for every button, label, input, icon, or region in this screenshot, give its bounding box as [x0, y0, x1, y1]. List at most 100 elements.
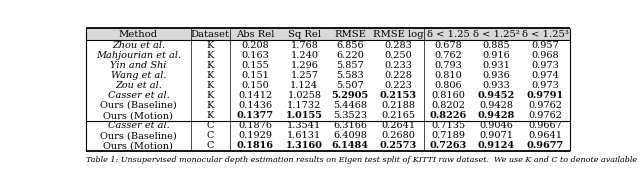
Text: 0.1412: 0.1412: [238, 91, 272, 100]
Text: 0.9046: 0.9046: [479, 121, 513, 130]
Text: Zhou et al.: Zhou et al.: [112, 41, 165, 50]
Text: 0.163: 0.163: [241, 51, 269, 60]
Text: 0.208: 0.208: [241, 41, 269, 50]
Text: 0.8160: 0.8160: [431, 91, 465, 100]
Text: 0.9791: 0.9791: [527, 91, 564, 100]
Text: Method: Method: [119, 30, 158, 39]
Text: 0.223: 0.223: [384, 81, 412, 90]
Text: 5.857: 5.857: [337, 61, 364, 70]
Text: 0.916: 0.916: [483, 51, 510, 60]
Text: 0.250: 0.250: [384, 51, 412, 60]
Text: 0.2680: 0.2680: [381, 131, 415, 140]
Text: 0.9667: 0.9667: [529, 121, 563, 130]
Bar: [86, 28, 570, 40]
Text: Mahjourian et al.: Mahjourian et al.: [96, 51, 181, 60]
Text: 0.973: 0.973: [531, 61, 559, 70]
Text: 0.957: 0.957: [531, 41, 559, 50]
Text: 0.9762: 0.9762: [528, 101, 563, 110]
Text: K: K: [207, 51, 214, 60]
Text: Yin and Shi: Yin and Shi: [110, 61, 166, 70]
Text: 0.936: 0.936: [483, 71, 510, 80]
Text: C: C: [207, 131, 214, 140]
Text: 6.4098: 6.4098: [333, 131, 367, 140]
Text: 1.0155: 1.0155: [286, 111, 323, 120]
Text: 0.7189: 0.7189: [431, 131, 465, 140]
Text: 0.933: 0.933: [483, 81, 510, 90]
Text: 0.9452: 0.9452: [477, 91, 515, 100]
Text: C: C: [207, 141, 214, 150]
Text: Casser et al.: Casser et al.: [108, 91, 169, 100]
Text: Ours (Motion): Ours (Motion): [104, 111, 173, 120]
Text: K: K: [207, 101, 214, 110]
Text: 1.6131: 1.6131: [287, 131, 321, 140]
Text: Dataset: Dataset: [191, 30, 230, 39]
Text: 0.974: 0.974: [531, 71, 559, 80]
Text: 0.9677: 0.9677: [527, 141, 564, 150]
Text: 0.9428: 0.9428: [477, 111, 515, 120]
Text: δ < 1.25: δ < 1.25: [426, 30, 469, 39]
Text: 1.3160: 1.3160: [286, 141, 323, 150]
Text: 0.2641: 0.2641: [381, 121, 415, 130]
Text: 6.1484: 6.1484: [332, 141, 369, 150]
Text: 0.151: 0.151: [241, 71, 269, 80]
Text: 1.240: 1.240: [291, 51, 318, 60]
Text: K: K: [207, 111, 214, 120]
Text: 5.507: 5.507: [337, 81, 364, 90]
Text: 0.968: 0.968: [531, 51, 559, 60]
Text: 0.1377: 0.1377: [237, 111, 274, 120]
Text: 0.7263: 0.7263: [429, 141, 467, 150]
Text: 5.3523: 5.3523: [333, 111, 367, 120]
Text: Table 1: Unsupervised monocular depth estimation results on Eigen test split of : Table 1: Unsupervised monocular depth es…: [86, 156, 637, 164]
Text: 0.8226: 0.8226: [429, 111, 467, 120]
Text: RMSE: RMSE: [334, 30, 366, 39]
Text: 1.3541: 1.3541: [287, 121, 321, 130]
Text: K: K: [207, 81, 214, 90]
Text: 0.283: 0.283: [384, 41, 412, 50]
Text: 1.124: 1.124: [291, 81, 318, 90]
Text: 0.2573: 0.2573: [380, 141, 417, 150]
Text: Abs Rel: Abs Rel: [236, 30, 275, 39]
Text: 0.973: 0.973: [531, 81, 559, 90]
Text: 1.257: 1.257: [291, 71, 318, 80]
Text: 0.931: 0.931: [483, 61, 510, 70]
Text: Ours (Baseline): Ours (Baseline): [100, 101, 177, 110]
Text: 0.806: 0.806: [434, 81, 462, 90]
Text: K: K: [207, 61, 214, 70]
Text: 0.2188: 0.2188: [381, 101, 415, 110]
Text: RMSE log: RMSE log: [373, 30, 424, 39]
Text: 0.1816: 0.1816: [237, 141, 274, 150]
Text: 0.793: 0.793: [434, 61, 462, 70]
Text: 0.9071: 0.9071: [479, 131, 513, 140]
Text: 0.9428: 0.9428: [479, 101, 513, 110]
Text: Zou et al.: Zou et al.: [115, 81, 162, 90]
Text: 0.810: 0.810: [434, 71, 462, 80]
Text: 1.1732: 1.1732: [287, 101, 321, 110]
Text: 1.0258: 1.0258: [287, 91, 321, 100]
Text: C: C: [207, 121, 214, 130]
Text: 0.9641: 0.9641: [528, 131, 563, 140]
Text: 0.2165: 0.2165: [381, 111, 415, 120]
Text: 0.678: 0.678: [434, 41, 462, 50]
Text: 6.856: 6.856: [337, 41, 364, 50]
Text: Sq Rel: Sq Rel: [288, 30, 321, 39]
Text: 0.228: 0.228: [384, 71, 412, 80]
Text: 5.4468: 5.4468: [333, 101, 367, 110]
Text: 1.296: 1.296: [291, 61, 318, 70]
Text: Ours (Baseline): Ours (Baseline): [100, 131, 177, 140]
Text: 0.233: 0.233: [384, 61, 412, 70]
Text: δ < 1.25²: δ < 1.25²: [473, 30, 520, 39]
Text: 0.762: 0.762: [434, 51, 462, 60]
Text: Casser et al.: Casser et al.: [108, 121, 169, 130]
Text: 1.768: 1.768: [291, 41, 318, 50]
Text: 0.9124: 0.9124: [478, 141, 515, 150]
Text: K: K: [207, 91, 214, 100]
Text: 6.3166: 6.3166: [333, 121, 367, 130]
Text: 0.7135: 0.7135: [431, 121, 465, 130]
Text: 0.1436: 0.1436: [238, 101, 272, 110]
Text: K: K: [207, 41, 214, 50]
Text: 0.1876: 0.1876: [238, 121, 272, 130]
Text: 5.583: 5.583: [337, 71, 364, 80]
Text: 0.2153: 0.2153: [380, 91, 417, 100]
Text: 0.155: 0.155: [241, 61, 269, 70]
Text: 0.150: 0.150: [241, 81, 269, 90]
